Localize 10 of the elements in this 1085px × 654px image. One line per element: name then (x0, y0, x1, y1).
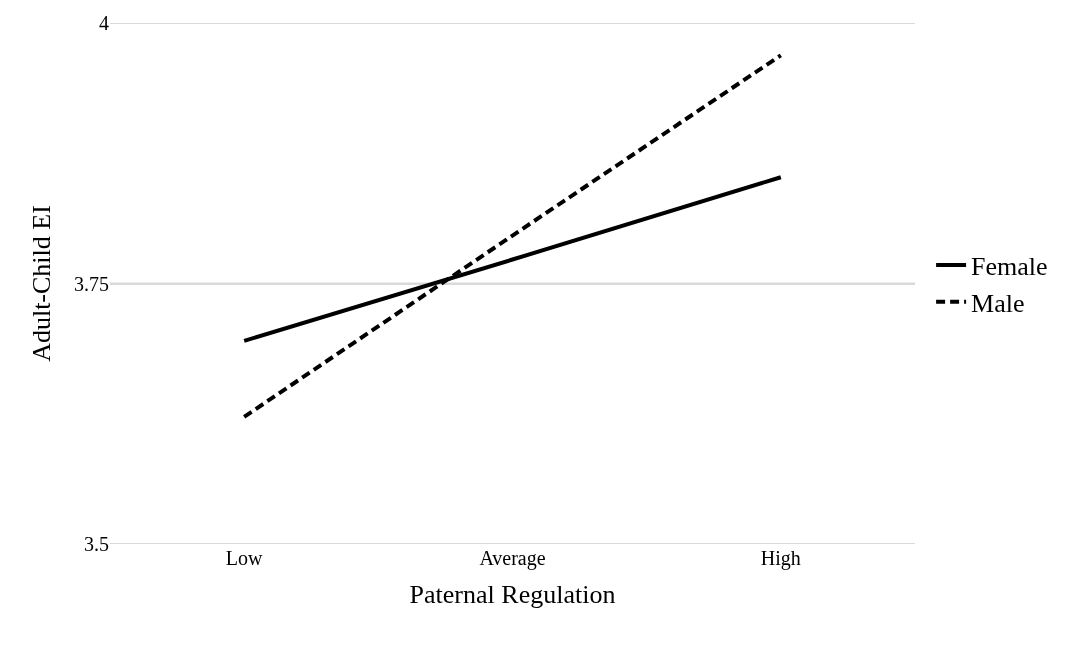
x-tick-label: Low (225, 547, 264, 569)
x-tick-label: High (760, 547, 801, 570)
legend-label: Female (971, 252, 1048, 282)
y-axis-title: Adult-Child EI (27, 205, 57, 362)
y-tick-label: 3.75 (74, 272, 109, 295)
y-tick-label: 3.5 (84, 533, 109, 555)
legend-label: Male (971, 288, 1025, 318)
x-axis-title: Paternal Regulation (409, 579, 616, 609)
y-tick-label: 4 (99, 12, 109, 34)
x-tick-label: Average (479, 547, 546, 570)
